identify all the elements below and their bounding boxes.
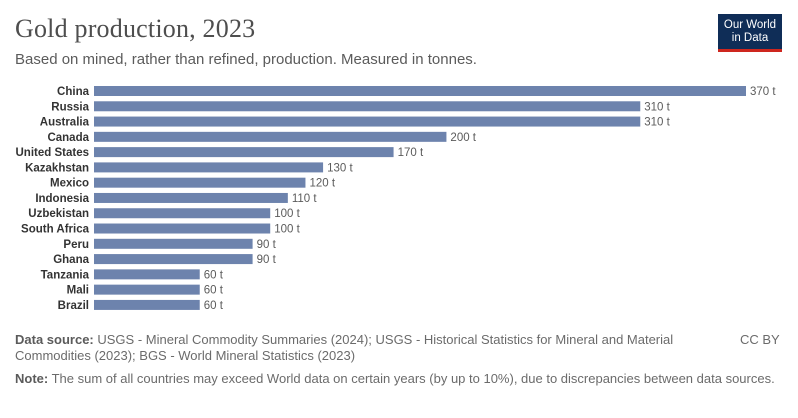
category-label-peru: Peru — [63, 239, 89, 251]
category-label-ghana: Ghana — [53, 254, 89, 266]
value-label-ghana: 90 t — [257, 254, 277, 266]
category-label-tanzania: Tanzania — [41, 269, 90, 281]
bar-canada[interactable] — [94, 131, 447, 142]
bar-ghana[interactable] — [94, 254, 253, 265]
bar-peru[interactable] — [94, 238, 253, 249]
value-label-russia: 310 t — [644, 101, 670, 113]
category-label-mexico: Mexico — [50, 178, 89, 190]
bar-tanzania[interactable] — [94, 269, 200, 280]
bar-indonesia[interactable] — [94, 192, 288, 203]
data-source-label: Data source: — [15, 332, 94, 347]
category-label-south-africa: South Africa — [21, 224, 90, 236]
bar-uzbekistan[interactable] — [94, 208, 271, 219]
value-label-peru: 90 t — [257, 239, 277, 251]
category-label-mali: Mali — [67, 285, 89, 297]
value-label-brazil: 60 t — [204, 300, 224, 312]
value-label-mexico: 120 t — [309, 178, 335, 190]
value-label-uzbekistan: 100 t — [274, 208, 300, 220]
category-label-china: China — [57, 86, 90, 98]
bar-russia[interactable] — [94, 101, 641, 112]
value-label-australia: 310 t — [644, 117, 670, 129]
category-label-brazil: Brazil — [58, 300, 89, 312]
category-label-russia: Russia — [51, 101, 89, 113]
note-label: Note: — [15, 371, 49, 386]
bar-chart: China 370 t Russia 310 t Australia 310 t Canad… — [16, 86, 776, 312]
chart-note: Note: The sum of all countries may excee… — [15, 371, 775, 387]
bar-south-africa[interactable] — [94, 223, 271, 234]
data-source-text[interactable]: USGS - Mineral Commodity Summaries (2024… — [15, 332, 674, 363]
bar-australia[interactable] — [94, 116, 641, 127]
value-label-canada: 200 t — [450, 132, 476, 144]
bar-brazil[interactable] — [94, 299, 200, 310]
category-label-canada: Canada — [47, 132, 89, 144]
chart-title: Gold production, 2023 — [15, 14, 256, 43]
value-label-kazakhstan: 130 t — [327, 162, 353, 174]
value-label-tanzania: 60 t — [204, 269, 224, 281]
value-label-china: 370 t — [750, 86, 776, 98]
data-source: Data source: USGS - Mineral Commodity Su… — [15, 332, 720, 364]
category-label-uzbekistan: Uzbekistan — [28, 208, 89, 220]
bar-kazakhstan[interactable] — [94, 162, 324, 173]
category-label-united-states: United States — [16, 147, 90, 159]
value-label-indonesia: 110 t — [292, 193, 318, 205]
bar-mexico[interactable] — [94, 177, 306, 188]
bar-china[interactable] — [94, 86, 746, 96]
category-label-indonesia: Indonesia — [35, 193, 89, 205]
value-label-mali: 60 t — [204, 285, 224, 297]
owid-logo[interactable]: Our World in Data — [718, 14, 782, 52]
note-text: The sum of all countries may exceed Worl… — [51, 371, 775, 386]
license[interactable]: CC BY — [740, 332, 780, 347]
category-label-australia: Australia — [40, 117, 90, 129]
category-label-kazakhstan: Kazakhstan — [25, 162, 89, 174]
bar-mali[interactable] — [94, 284, 200, 295]
bar-united-states[interactable] — [94, 147, 394, 158]
value-label-south-africa: 100 t — [274, 224, 300, 236]
logo-line-2: in Data — [731, 32, 769, 44]
value-label-united-states: 170 t — [398, 147, 424, 159]
chart-subtitle: Based on mined, rather than refined, pro… — [15, 51, 477, 68]
logo-line-1: Our World — [723, 19, 777, 31]
